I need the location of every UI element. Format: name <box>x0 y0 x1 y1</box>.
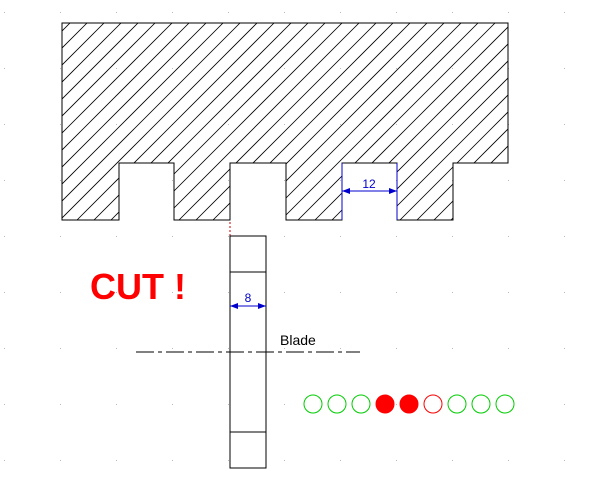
indicator-light-3 <box>351 394 371 414</box>
workpiece-outline <box>61 22 509 221</box>
indicator-light-9 <box>495 394 515 414</box>
indicator-light-6 <box>423 394 443 414</box>
indicator-light-2 <box>327 394 347 414</box>
blade-width-label: 8 <box>245 291 252 305</box>
indicator-light-1 <box>303 394 323 414</box>
blade-width-dimension: 8 <box>230 291 266 309</box>
cut-warning-text: CUT ! <box>90 266 186 307</box>
slot-width-dimension: 12 <box>341 163 398 220</box>
workpiece-hatching <box>62 23 508 220</box>
indicator-light-8 <box>471 394 491 414</box>
indicator-light-4 <box>375 394 395 414</box>
slot-width-label: 12 <box>362 177 376 191</box>
indicator-light-7 <box>447 394 467 414</box>
indicator-light-5 <box>399 394 419 414</box>
indicator-lights <box>303 394 515 414</box>
background-grid <box>4 12 565 461</box>
blade-label: Blade <box>280 332 316 348</box>
